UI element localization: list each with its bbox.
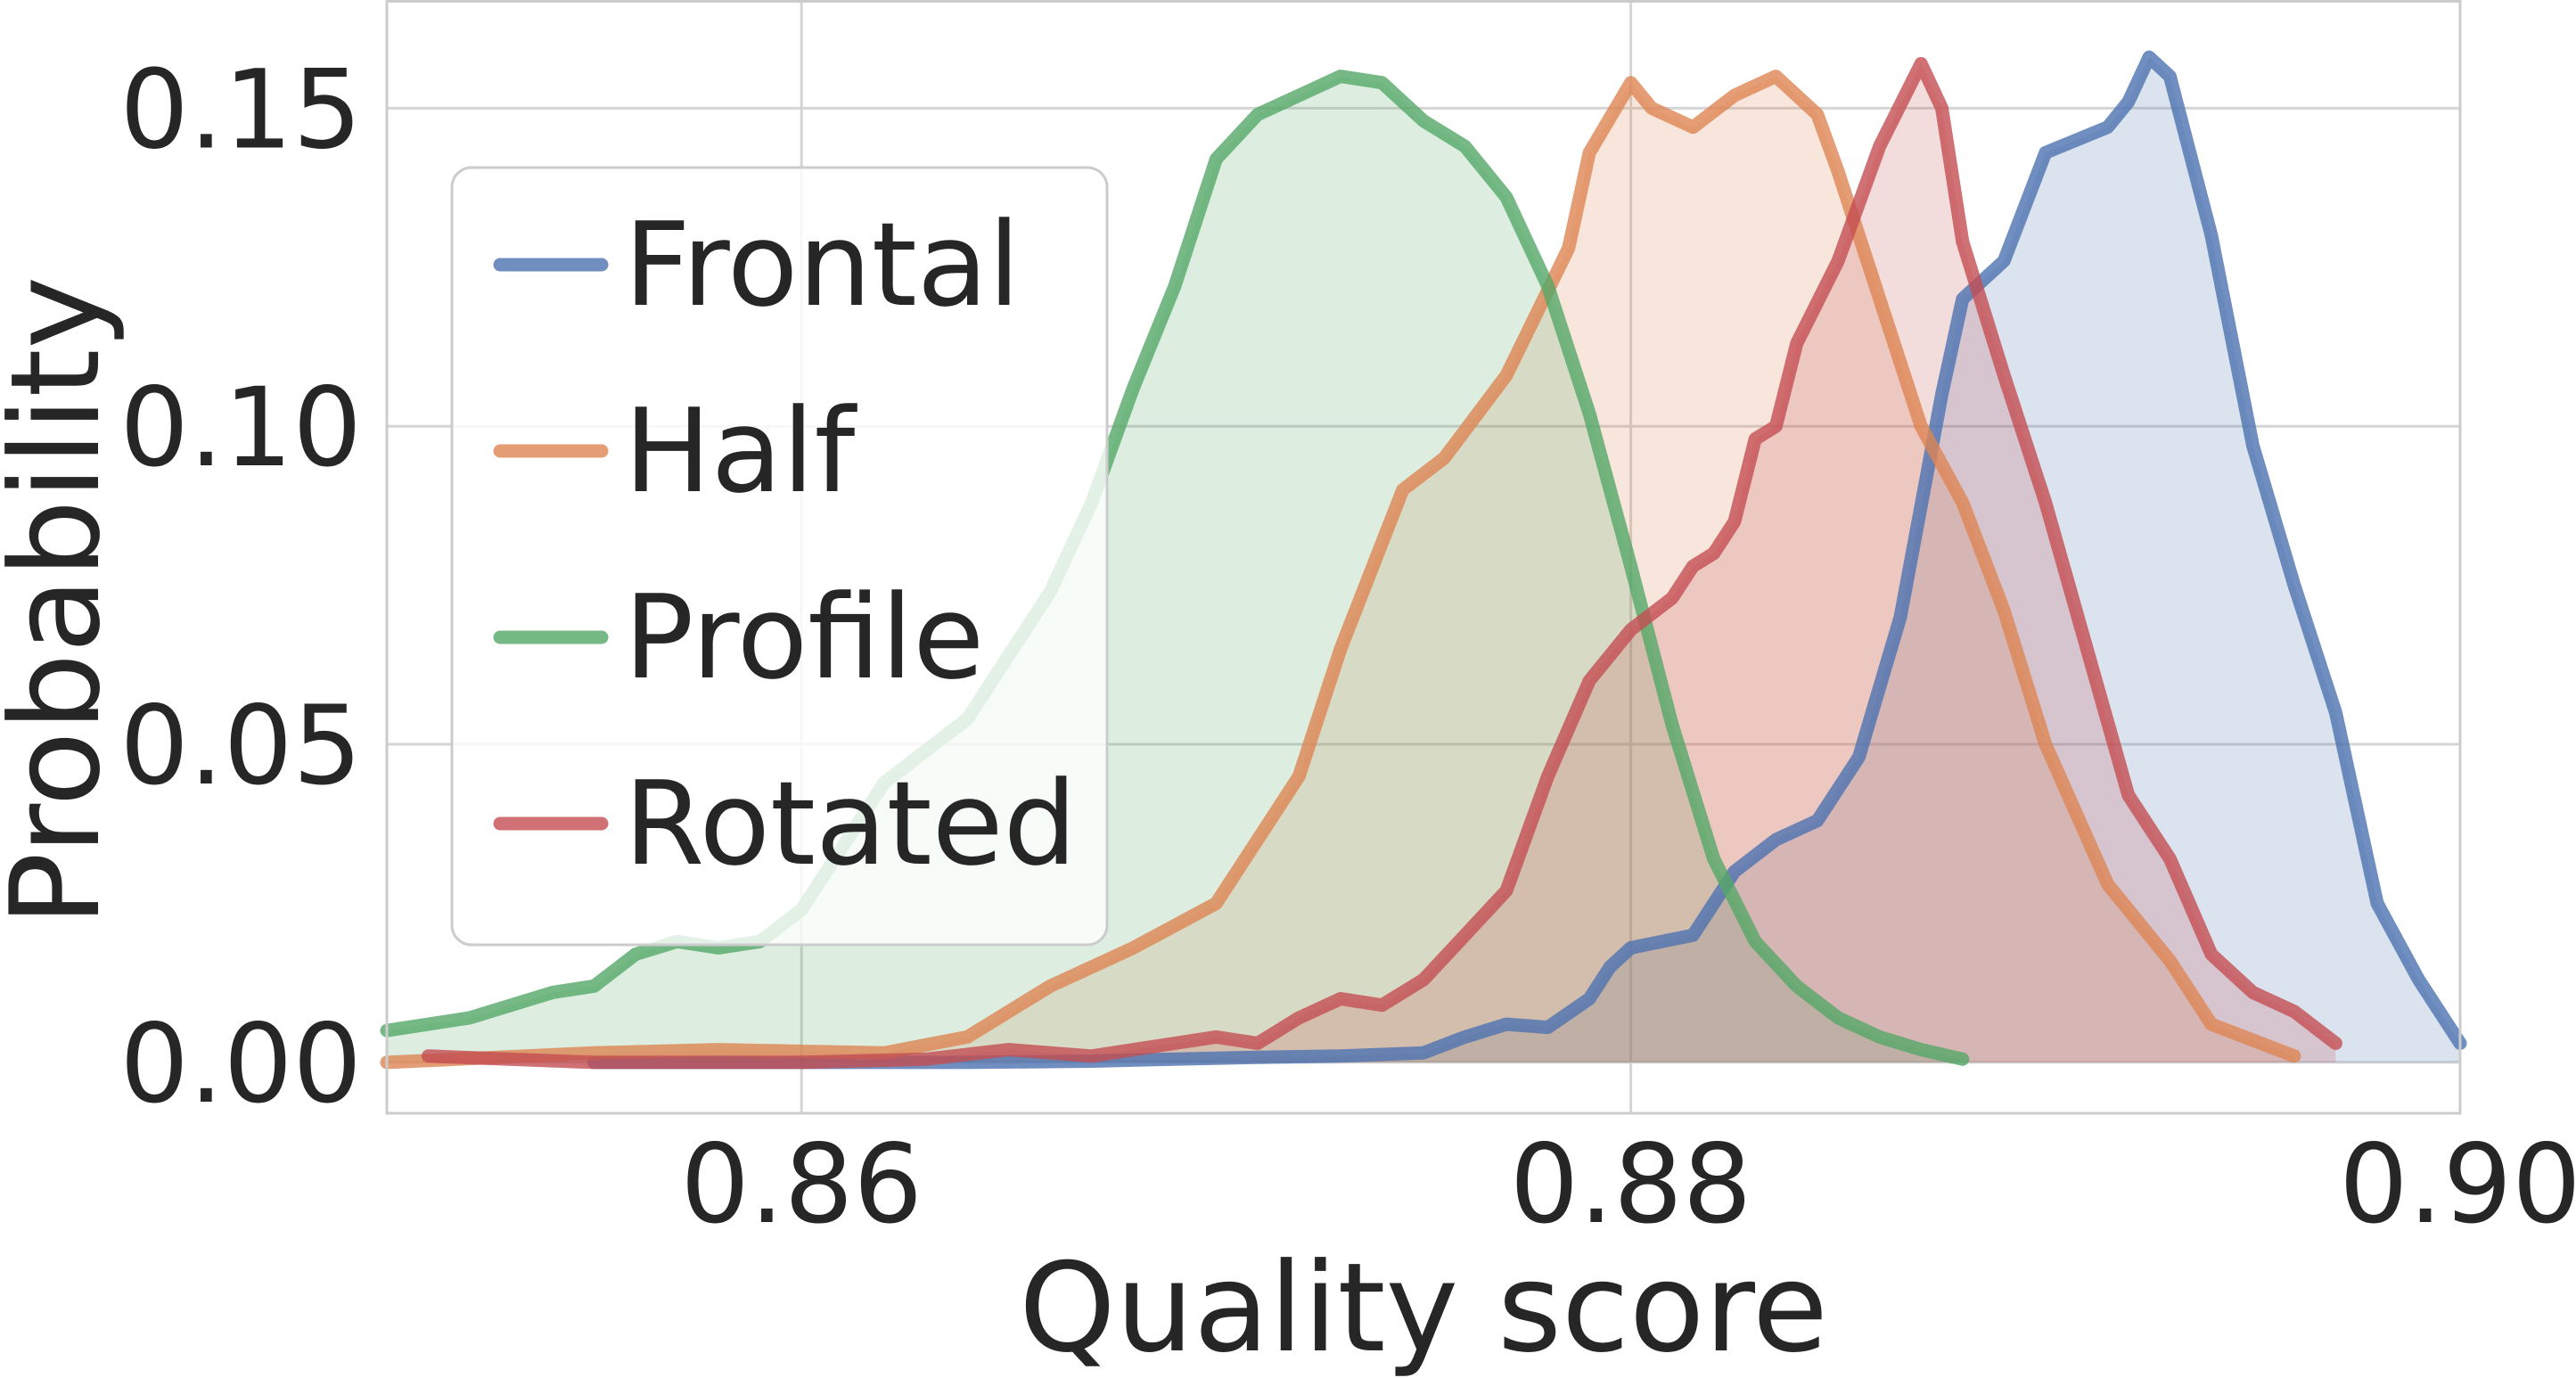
- y-tick-label: 0.00: [119, 1001, 362, 1128]
- series-line-rotated: [422, 56, 2342, 1070]
- x-axis-label: Quality score: [1019, 1236, 1828, 1378]
- series-area-rotated: [428, 63, 2336, 1062]
- y-axis-label: Probability: [0, 276, 127, 927]
- series-area-profile: [387, 76, 1963, 1062]
- x-tick-label: 0.90: [2339, 1121, 2576, 1248]
- plot-frame: [385, 0, 2462, 1115]
- series-line-profile: [380, 70, 1970, 1066]
- legend-label: Half: [624, 383, 858, 519]
- x-tick-label: 0.86: [680, 1121, 923, 1248]
- y-tick-label: 0.10: [119, 365, 362, 491]
- y-tick-labels: 0.00 0.05 0.10 0.15: [119, 46, 362, 1128]
- legend: Frontal Half Profile Rotated: [450, 166, 1109, 947]
- y-tick-label: 0.15: [119, 46, 362, 173]
- series-line-half: [380, 70, 2301, 1070]
- y-tick-label: 0.05: [119, 683, 362, 809]
- series-area-frontal: [594, 57, 2460, 1062]
- legend-frame: [450, 166, 1109, 947]
- legend-label: Profile: [624, 570, 984, 705]
- x-tick-labels: 0.86 0.88 0.90: [680, 1121, 2576, 1248]
- series-lines: [380, 50, 2467, 1070]
- x-tick-label: 0.88: [1510, 1121, 1752, 1248]
- legend-label: Frontal: [624, 197, 1021, 332]
- series-line-frontal: [587, 50, 2467, 1070]
- legend-label: Rotated: [624, 756, 1077, 891]
